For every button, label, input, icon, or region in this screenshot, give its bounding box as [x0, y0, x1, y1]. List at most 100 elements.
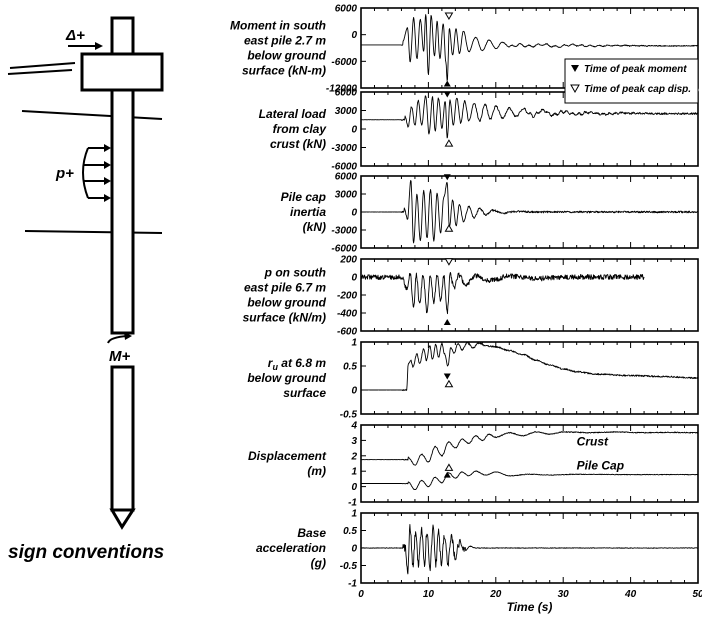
chart-legend: Time of peak moment Time of peak cap dis… [564, 58, 699, 104]
legend-filled-triangle-icon [571, 65, 579, 72]
x-axis-label: Time (s) [507, 600, 553, 614]
series-label-pile-cap: Pile Cap [577, 459, 624, 473]
panel-label-line: Lateral load [259, 107, 327, 121]
series-line-moment [360, 14, 699, 82]
panel-label-line: (m) [307, 464, 326, 478]
panel-label-line: acceleration [256, 541, 326, 555]
panel-label-line: below ground [247, 371, 326, 385]
legend-label-peak-moment: Time of peak moment [584, 64, 687, 75]
ground-line-upper-1 [9, 62, 76, 69]
peak-cap-disp-marker [444, 12, 454, 20]
pile-tip [109, 508, 136, 530]
displacement-arrowhead-icon [95, 42, 103, 50]
panel-frame [360, 341, 699, 415]
moment-arrowhead-icon [124, 332, 132, 340]
x-tick-label: 10 [423, 589, 435, 600]
panel-label-line: east pile 2.7 m [244, 34, 326, 48]
pressure-arrows-icon [84, 144, 111, 202]
pressure-symbol: p+ [55, 165, 74, 182]
pressure-brace-icon [82, 147, 89, 199]
x-tick-label: 0 [358, 589, 364, 600]
panel-label-line: surface (kN-m) [242, 64, 326, 78]
panel-label-line: Base [297, 526, 326, 540]
peak-moment-marker [443, 80, 451, 87]
peak-moment-marker [443, 373, 451, 380]
y-tick-label: -400 [337, 309, 357, 320]
pile-cap [80, 52, 164, 92]
series-line-ru [360, 341, 699, 392]
panel-label-line: ru at 6.8 m [268, 356, 327, 372]
series-line-lateral [360, 95, 699, 139]
y-tick-label: 0 [351, 386, 357, 397]
series-line-acceleration [360, 524, 699, 575]
series-line-crust [360, 431, 699, 466]
panel-label-line: crust (kN) [270, 137, 326, 151]
x-tick-label: 50 [692, 589, 702, 600]
y-tick-label: -3000 [331, 226, 357, 237]
y-tick-label: 0 [351, 125, 357, 136]
y-tick-label: 2 [350, 451, 357, 462]
y-tick-label: 6000 [335, 4, 358, 15]
y-tick-label: 1 [351, 509, 357, 520]
y-tick-label: 6000 [335, 88, 358, 99]
peak-cap-disp-marker [444, 139, 454, 147]
y-tick-label: 6000 [335, 172, 358, 183]
y-tick-label: 0 [351, 208, 357, 219]
series-label-crust: Crust [577, 435, 609, 449]
y-tick-label: 0 [351, 273, 357, 284]
peak-moment-marker [443, 319, 451, 325]
panel-label-line: from clay [273, 122, 328, 136]
panel-label-line: below ground [247, 296, 326, 310]
series-line-inertia [360, 180, 699, 244]
legend-label-peak-cap-disp: Time of peak cap disp. [584, 84, 691, 95]
x-tick-label: 40 [624, 589, 637, 600]
x-tick-label: 20 [489, 589, 502, 600]
peak-moment-marker [443, 471, 451, 478]
y-tick-label: 200 [339, 255, 357, 266]
peak-moment-marker [443, 174, 451, 181]
y-tick-label: 1 [351, 467, 357, 478]
peak-moment-marker [443, 91, 451, 98]
x-tick-label: 30 [558, 589, 570, 600]
peak-cap-disp-marker [444, 379, 454, 388]
panel-label-line: surface (kN/m) [243, 311, 326, 325]
panel-label-line: Moment in south [230, 19, 326, 33]
peak-cap-disp-marker [444, 224, 454, 232]
y-tick-label: 3000 [335, 106, 358, 117]
y-tick-label: -0.5 [340, 561, 358, 572]
y-tick-label: 0 [351, 482, 357, 493]
y-tick-label: 0 [351, 30, 357, 41]
moment-symbol: M+ [109, 348, 130, 365]
sign-convention-diagram: Δ+ p+ M+ sign conventions [7, 16, 164, 563]
panel-label-line: surface [283, 386, 326, 400]
y-tick-label: -1 [348, 579, 357, 590]
y-tick-label: -200 [337, 291, 357, 302]
ground-line-lower [24, 230, 163, 234]
y-tick-label: 3 [351, 436, 357, 447]
time-axis: 0 10 20 30 40 50 [358, 589, 702, 600]
y-tick-label: -6000 [331, 244, 357, 255]
legend-box [564, 58, 699, 104]
panel-frame [360, 424, 699, 503]
ground-line-upper-2 [7, 69, 73, 75]
y-tick-label: -3000 [331, 143, 357, 154]
series-line-pile-cap [360, 470, 699, 491]
y-tick-label: 4 [350, 421, 357, 432]
pile-upper-segment [110, 88, 135, 335]
pile-lower-segment [110, 365, 135, 512]
y-tick-label: -6000 [331, 162, 357, 173]
ground-line-middle [21, 110, 163, 120]
y-tick-label: -12000 [326, 84, 358, 95]
panel-label-line: p on south [264, 266, 326, 280]
y-tick-label: 0 [351, 544, 357, 555]
panel-displacement: 4 3 2 1 0 -1 Displacement(m) Crust Pile Cap [248, 421, 699, 509]
pile-top-segment [110, 16, 135, 56]
y-tick-label: -600 [337, 327, 357, 338]
